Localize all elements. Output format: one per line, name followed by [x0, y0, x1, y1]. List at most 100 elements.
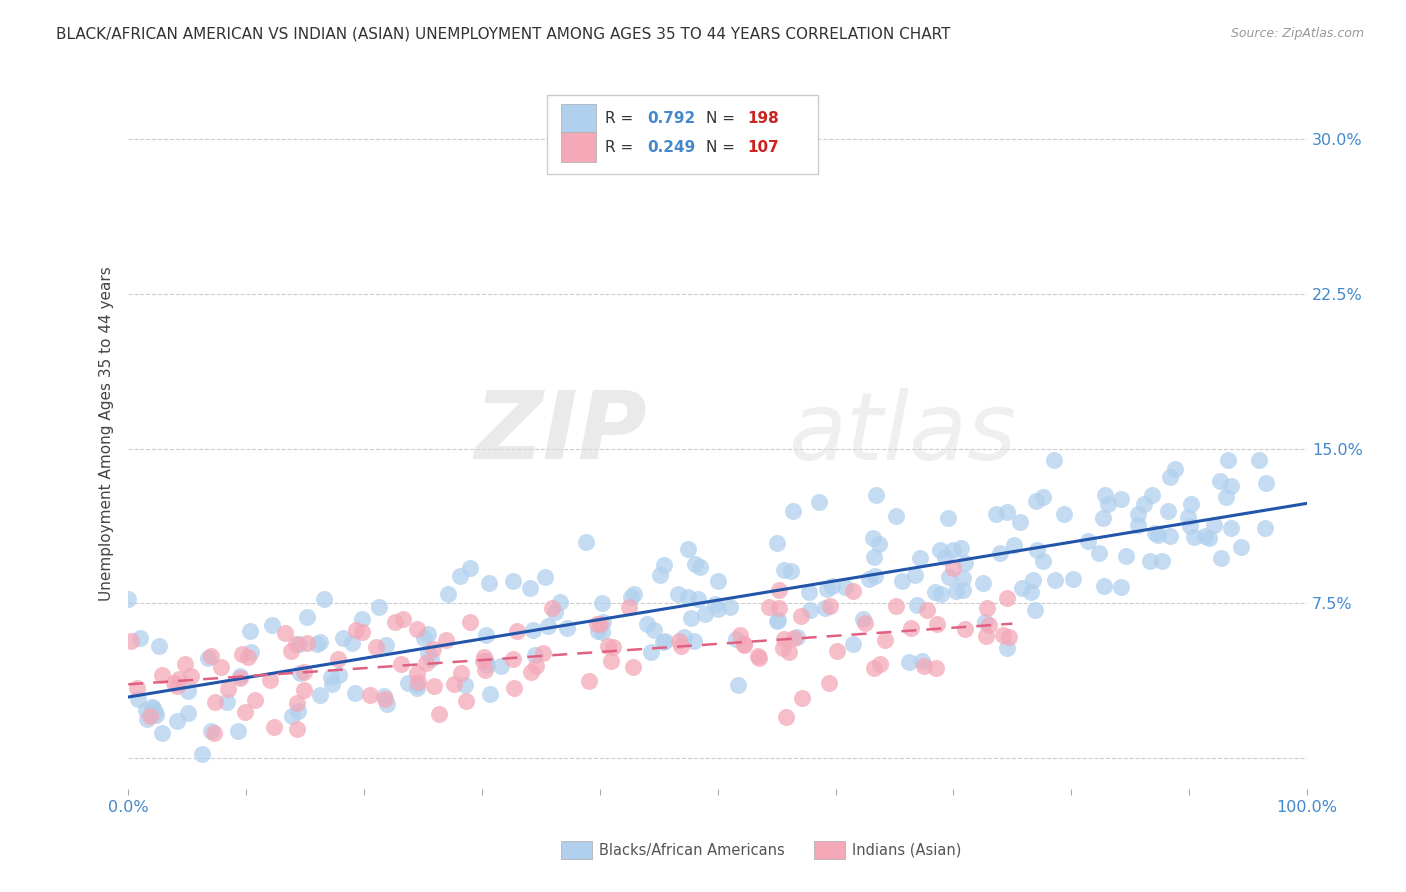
Point	[1178, 518, 1201, 533]
Point	[654, 633, 676, 648]
Point	[1204, 517, 1226, 532]
Point	[228, 669, 250, 683]
Point	[352, 611, 374, 625]
Point	[1163, 462, 1185, 476]
Point	[623, 587, 645, 601]
Point	[471, 654, 494, 668]
Point	[139, 709, 162, 723]
Point	[1019, 585, 1042, 599]
Point	[768, 613, 790, 627]
Point	[976, 601, 998, 615]
Point	[578, 673, 600, 688]
Point	[1159, 528, 1181, 542]
Point	[328, 668, 350, 682]
Point	[503, 681, 526, 695]
Point	[226, 723, 249, 738]
Point	[766, 615, 789, 629]
Point	[953, 622, 976, 636]
Point	[524, 659, 547, 673]
Point	[240, 645, 263, 659]
Point	[718, 600, 741, 615]
Point	[125, 681, 148, 696]
Point	[1220, 521, 1243, 535]
Point	[782, 504, 804, 518]
Point	[1180, 497, 1202, 511]
Point	[129, 631, 152, 645]
Point	[384, 615, 406, 629]
Point	[758, 600, 780, 615]
Point	[396, 676, 419, 690]
Point	[544, 605, 567, 619]
Point	[1133, 497, 1156, 511]
Point	[200, 723, 222, 738]
Point	[1032, 490, 1054, 504]
Point	[1087, 546, 1109, 560]
Point	[406, 678, 429, 692]
Point	[284, 637, 307, 651]
Point	[200, 649, 222, 664]
Point	[423, 679, 446, 693]
Point	[942, 561, 965, 575]
Point	[668, 634, 690, 648]
Point	[910, 550, 932, 565]
Point	[1230, 540, 1253, 554]
Point	[863, 550, 886, 565]
Point	[136, 712, 159, 726]
Point	[285, 722, 308, 736]
Point	[413, 631, 436, 645]
Point	[309, 688, 332, 702]
Point	[541, 601, 564, 615]
Y-axis label: Unemployment Among Ages 35 to 44 years: Unemployment Among Ages 35 to 44 years	[100, 266, 114, 600]
Point	[1021, 574, 1043, 588]
Point	[772, 641, 794, 656]
Point	[679, 610, 702, 624]
Text: 107: 107	[747, 140, 779, 154]
Point	[643, 623, 665, 637]
Point	[1025, 494, 1047, 508]
Point	[997, 591, 1019, 605]
Point	[262, 618, 284, 632]
Point	[406, 666, 429, 681]
Point	[748, 651, 770, 665]
Point	[243, 693, 266, 707]
Point	[842, 583, 865, 598]
Point	[886, 599, 908, 614]
Point	[127, 691, 149, 706]
Point	[176, 706, 198, 721]
Point	[367, 599, 389, 614]
Point	[419, 652, 441, 666]
Point	[617, 600, 640, 615]
Point	[934, 550, 956, 565]
Point	[925, 616, 948, 631]
Point	[167, 672, 190, 686]
Point	[502, 574, 524, 588]
Point	[312, 591, 335, 606]
Point	[197, 651, 219, 665]
Point	[814, 601, 837, 615]
Point	[294, 682, 316, 697]
Point	[863, 661, 886, 675]
Point	[418, 627, 440, 641]
Point	[912, 659, 935, 673]
Text: 0.249: 0.249	[647, 140, 695, 154]
Point	[936, 510, 959, 524]
Point	[863, 569, 886, 583]
Point	[228, 671, 250, 685]
Text: Blacks/African Americans: Blacks/African Americans	[599, 843, 785, 857]
Text: N =: N =	[706, 140, 740, 154]
Point	[865, 488, 887, 502]
Point	[588, 624, 610, 638]
Point	[727, 678, 749, 692]
Point	[1032, 554, 1054, 568]
Point	[319, 670, 342, 684]
Point	[1177, 510, 1199, 524]
Point	[1008, 515, 1031, 529]
Point	[825, 644, 848, 658]
Point	[1159, 470, 1181, 484]
Point	[1011, 581, 1033, 595]
Point	[1198, 531, 1220, 545]
Point	[778, 645, 800, 659]
Point	[768, 582, 790, 597]
Point	[592, 615, 614, 629]
Point	[995, 504, 1018, 518]
